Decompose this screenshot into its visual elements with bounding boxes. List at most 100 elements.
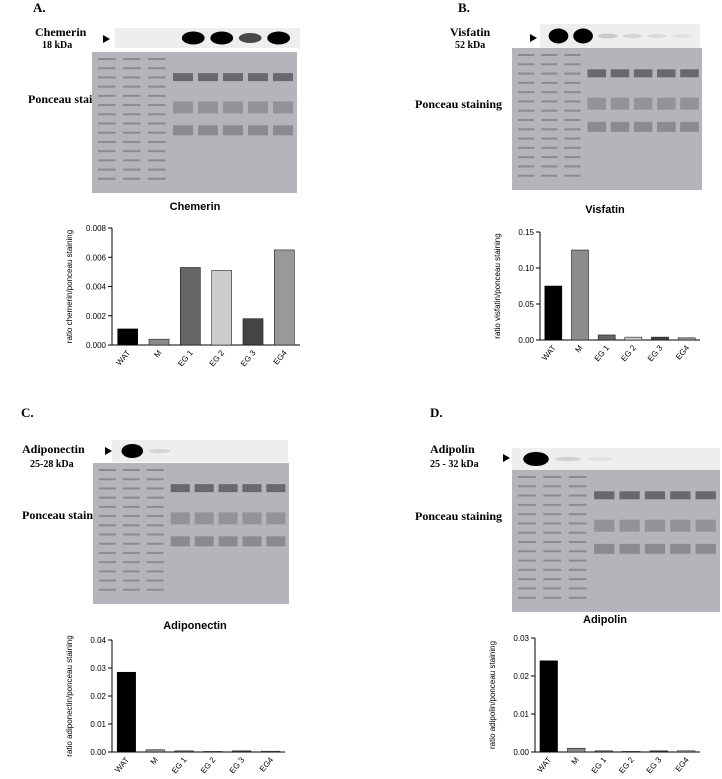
size-label: 18 kDa: [42, 40, 72, 51]
gel-band: [123, 113, 141, 116]
blot-band: [548, 28, 569, 44]
gel-band: [695, 519, 716, 532]
gel-band: [98, 168, 116, 171]
x-tick-label: EG 1: [170, 755, 189, 775]
gel-band: [148, 122, 166, 125]
arrow: [530, 34, 537, 42]
gel-band: [568, 568, 587, 571]
y-tick-label: 0.04: [90, 636, 106, 645]
gel-band: [248, 73, 268, 82]
gel-band: [98, 76, 116, 79]
gel-band: [123, 150, 141, 153]
gel-band: [568, 531, 587, 534]
gel-band: [543, 550, 562, 553]
gel-band: [564, 72, 581, 75]
stain-label: Ponceau staining: [22, 508, 109, 522]
gel-band: [170, 512, 190, 525]
gel-band: [564, 146, 581, 149]
gel-band: [543, 559, 562, 562]
bar: [594, 750, 613, 753]
gel-band: [98, 104, 116, 107]
gel-band: [587, 69, 607, 78]
bar: [180, 267, 201, 346]
gel-band: [541, 128, 558, 131]
y-tick-label: 0.05: [518, 300, 534, 309]
blot-strip: [115, 28, 300, 48]
gel-band: [564, 165, 581, 168]
gel-band: [146, 533, 164, 536]
gel-band: [148, 94, 166, 97]
gel-band: [543, 494, 562, 497]
gel-band: [568, 559, 587, 562]
gel-band: [541, 137, 558, 140]
x-tick-label: M: [149, 755, 160, 766]
gel-band: [170, 536, 190, 547]
gel-band: [148, 58, 166, 60]
bar: [622, 750, 641, 753]
gel-band: [122, 469, 140, 471]
blot-band: [622, 33, 643, 39]
gel-band: [194, 484, 214, 493]
y-tick-label: 0.10: [518, 264, 534, 273]
chart-title: Visfatin: [585, 204, 625, 216]
panel-letter: C.: [21, 405, 34, 420]
gel-band: [123, 76, 141, 79]
x-tick-label: EG 3: [239, 348, 258, 368]
gel-band: [541, 72, 558, 75]
gel-band: [568, 596, 587, 599]
gel-band: [568, 587, 587, 590]
y-tick-label: 0.00: [518, 336, 534, 345]
gel-band: [619, 519, 640, 532]
gel-band: [543, 578, 562, 581]
chart-title: Chemerin: [170, 201, 221, 213]
gel-band: [543, 541, 562, 543]
gel-band: [123, 168, 141, 171]
gel-band: [564, 119, 581, 121]
gel-band: [173, 73, 193, 82]
gel-band: [242, 536, 262, 547]
gel-band: [518, 531, 536, 534]
gel-band: [518, 72, 535, 75]
gel-band: [541, 156, 558, 159]
x-tick-label: EG4: [674, 343, 692, 361]
protein-label: Visfatin: [450, 25, 491, 39]
gel-band: [99, 561, 116, 564]
gel-band: [146, 588, 164, 591]
blot-band: [238, 33, 262, 43]
gel-band: [564, 174, 581, 177]
gel-band: [657, 121, 676, 132]
gel-band: [148, 76, 166, 79]
gel-band: [518, 54, 535, 56]
gel-band: [122, 496, 140, 499]
x-tick-label: M: [570, 755, 581, 766]
x-tick-label: M: [152, 348, 163, 359]
gel-band: [173, 101, 193, 114]
bar: [116, 671, 136, 753]
gel-band: [122, 588, 140, 591]
gel-band: [541, 100, 558, 103]
gel-band: [148, 67, 166, 70]
bar: [203, 751, 223, 753]
gel-band: [644, 519, 666, 532]
x-tick-label: EG 3: [645, 755, 664, 775]
gel-band: [633, 69, 653, 78]
gel-band: [146, 579, 164, 582]
y-tick-label: 0.00: [513, 748, 529, 757]
panel-letter: A.: [33, 0, 46, 15]
size-label: 25 - 32 kDa: [430, 459, 479, 470]
gel-band: [148, 177, 166, 180]
gel-band: [148, 131, 166, 134]
gel-band: [543, 513, 562, 516]
protein-label: Adipolin: [430, 442, 475, 456]
y-tick-label: 0.004: [86, 283, 107, 292]
gel-band: [610, 121, 630, 132]
gel-band: [518, 146, 535, 149]
gel-band: [122, 570, 140, 573]
gel-band: [633, 121, 653, 132]
gel-band: [99, 524, 116, 527]
gel-band: [99, 478, 116, 481]
bar: [571, 249, 589, 341]
gel-band: [98, 85, 116, 88]
y-tick-label: 0.01: [513, 710, 529, 719]
